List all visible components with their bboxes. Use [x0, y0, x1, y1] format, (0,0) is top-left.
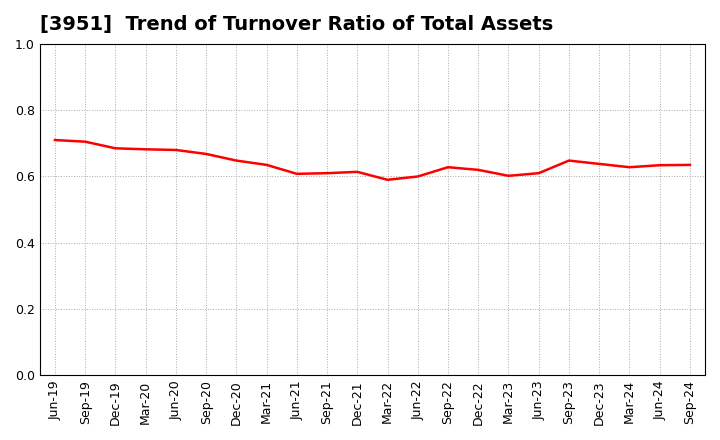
- Text: [3951]  Trend of Turnover Ratio of Total Assets: [3951] Trend of Turnover Ratio of Total …: [40, 15, 553, 34]
